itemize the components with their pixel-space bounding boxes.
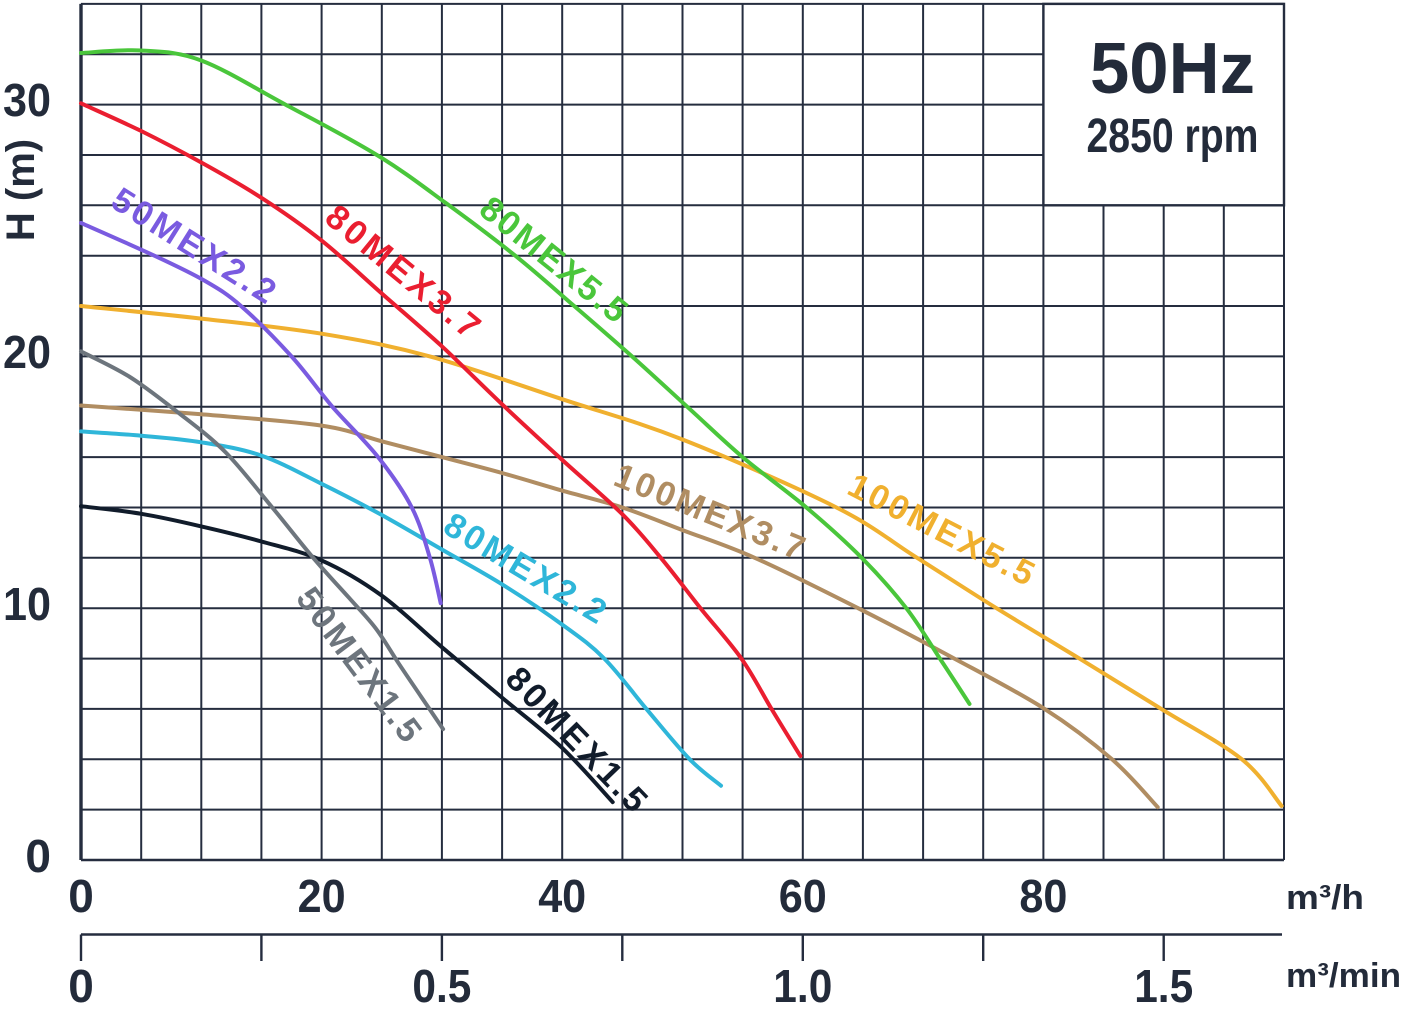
svg-text:60: 60	[779, 870, 827, 922]
svg-text:m³/min: m³/min	[1286, 957, 1401, 995]
svg-text:50Hz: 50Hz	[1090, 29, 1255, 109]
svg-text:m³/h: m³/h	[1286, 879, 1364, 917]
svg-text:H (m): H (m)	[0, 139, 43, 241]
svg-text:20: 20	[3, 326, 51, 378]
svg-text:2850 rpm: 2850 rpm	[1087, 110, 1259, 163]
svg-text:0: 0	[68, 870, 94, 922]
svg-text:0: 0	[25, 830, 51, 882]
svg-text:0.5: 0.5	[412, 960, 471, 1005]
svg-text:20: 20	[298, 870, 346, 922]
svg-text:10: 10	[3, 578, 51, 630]
svg-text:1.0: 1.0	[773, 960, 832, 1005]
svg-text:30: 30	[3, 74, 51, 126]
svg-text:40: 40	[538, 870, 586, 922]
svg-text:1.5: 1.5	[1134, 960, 1193, 1005]
svg-text:0: 0	[68, 960, 94, 1005]
svg-text:80: 80	[1019, 870, 1067, 922]
